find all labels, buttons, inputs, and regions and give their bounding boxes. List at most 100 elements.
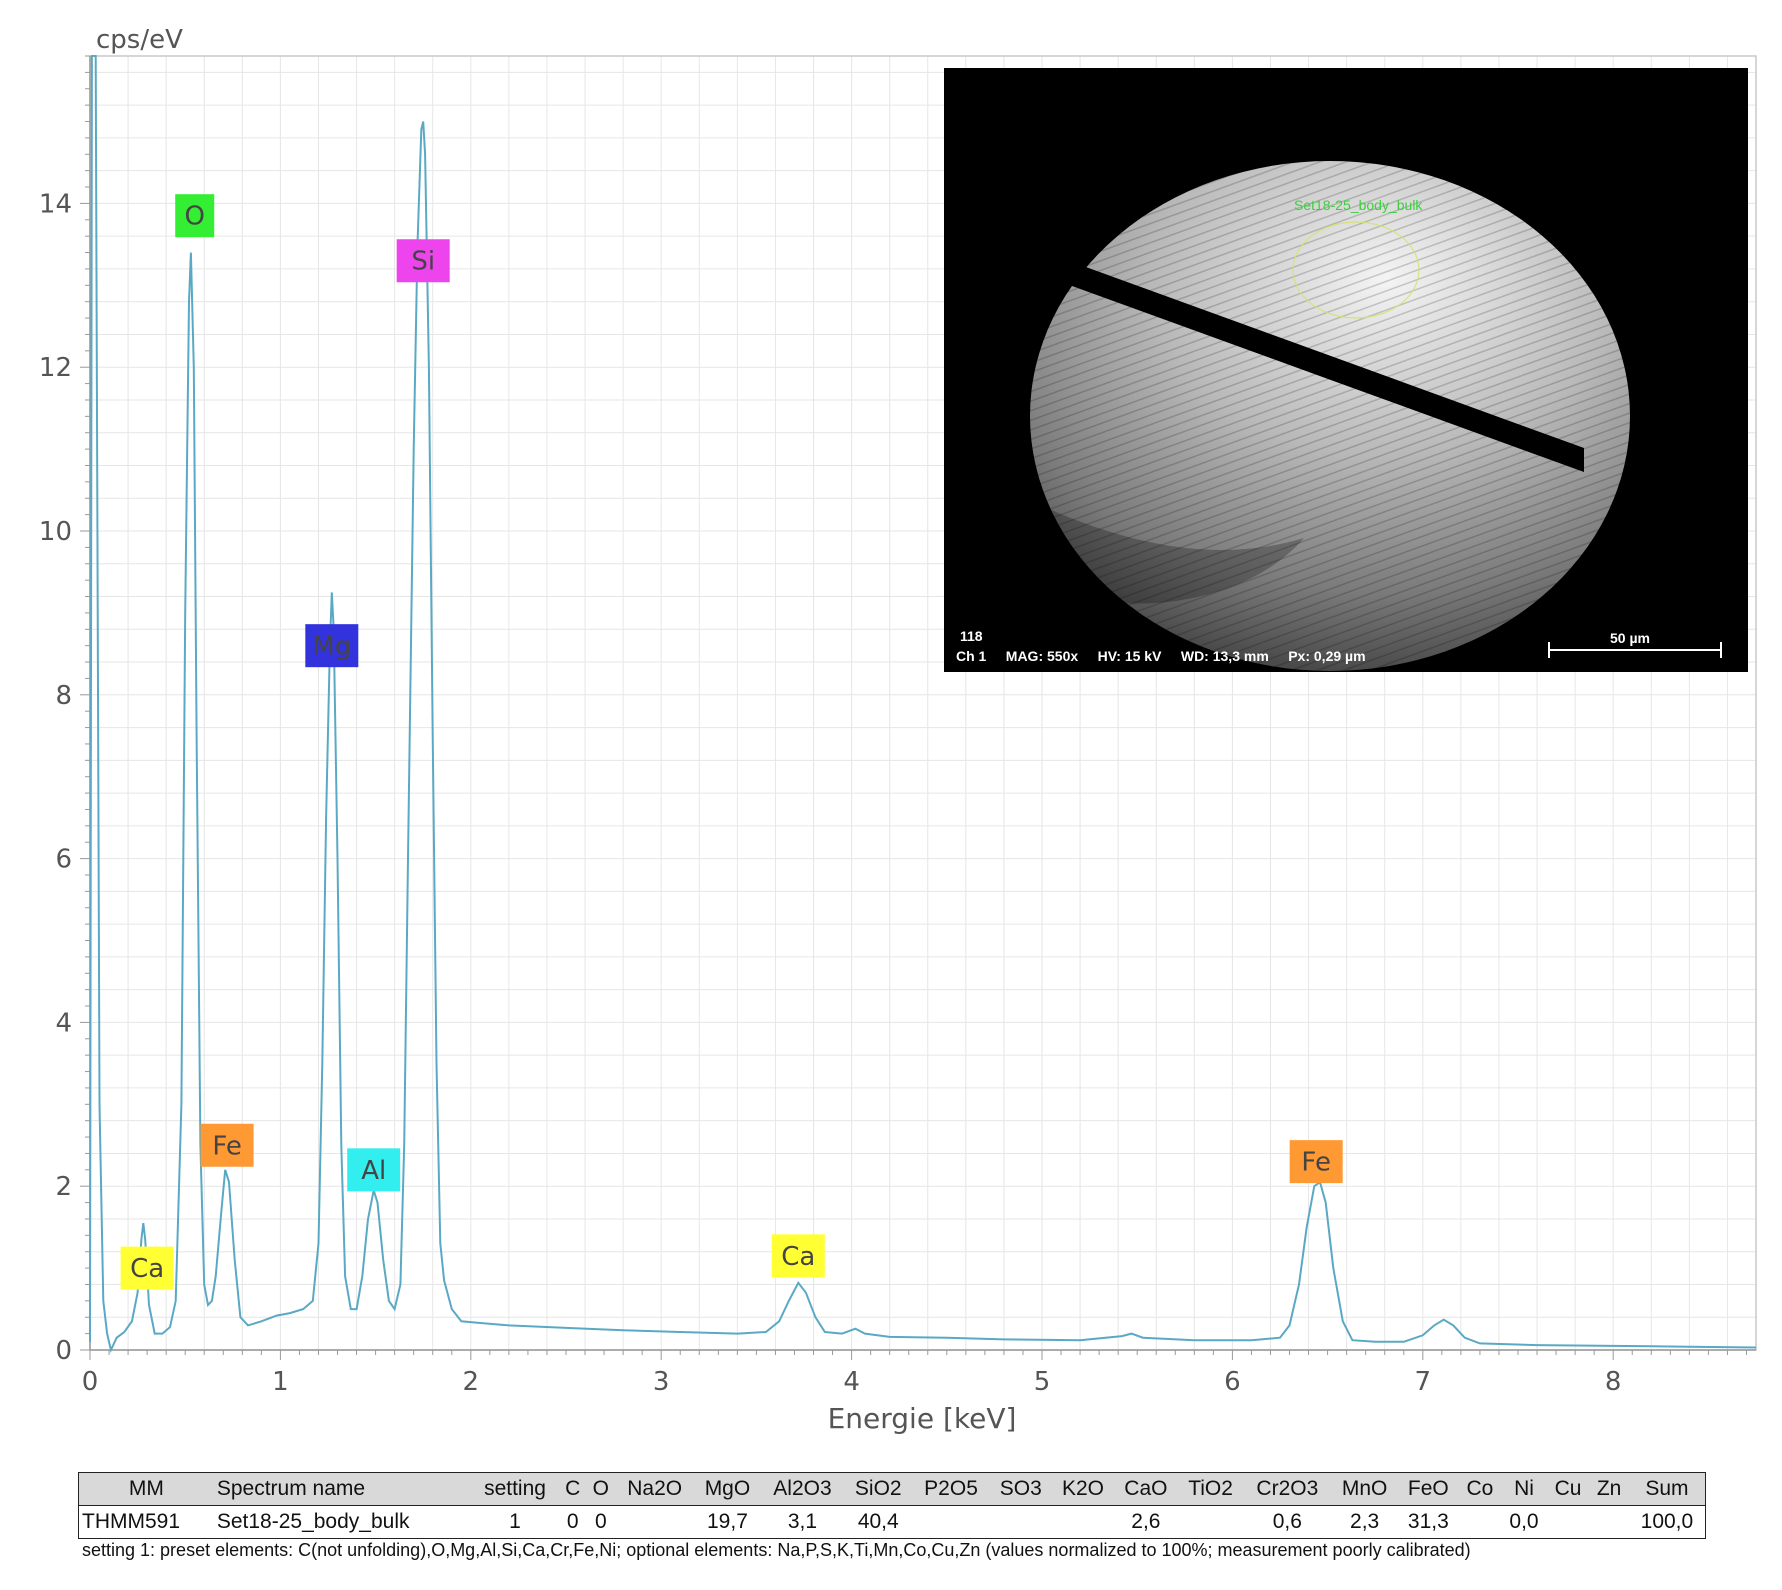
y-tick-label: 12: [39, 353, 72, 383]
table-cell: [989, 1505, 1052, 1539]
table-header-cell: P2O5: [912, 1472, 990, 1506]
scalebar-label: 50 µm: [1610, 630, 1650, 646]
peak-label-text: Fe: [212, 1131, 242, 1161]
y-tick-label: 10: [39, 517, 72, 547]
roi-label: Set18-25_body_bulk: [1294, 197, 1423, 213]
table-header-cell: Na2O: [615, 1472, 695, 1506]
peak-label-box: [305, 624, 359, 668]
peak-label-text: Ca: [781, 1242, 815, 1272]
peak-label-si: Si: [396, 239, 450, 283]
table-cell: [1051, 1505, 1115, 1539]
table-header-cell: Co: [1458, 1472, 1502, 1506]
table-header-cell: O: [586, 1472, 616, 1506]
table-header-cell: C: [558, 1472, 587, 1506]
table-header-cell: SiO2: [844, 1472, 913, 1506]
peak-label-o: O: [175, 194, 215, 238]
table-cell: 2,3: [1331, 1505, 1398, 1539]
sample-body: [1030, 161, 1630, 671]
table-cell: [1458, 1505, 1502, 1539]
peak-label-ca: Ca: [771, 1234, 825, 1278]
peak-label-text: O: [184, 202, 204, 232]
table-header-cell: FeO: [1397, 1472, 1459, 1506]
sem-info-line1: 118: [960, 628, 983, 644]
table-cell: [1546, 1505, 1590, 1539]
peak-label-text: Al: [361, 1156, 386, 1186]
table-cell: 2,6: [1114, 1505, 1178, 1539]
table-cell: 40,4: [844, 1505, 913, 1539]
sem-micrograph: Set18-25_body_bulk: [1030, 161, 1722, 671]
peak-label-fe: Fe: [200, 1123, 254, 1167]
composition-table: MM Spectrum name setting C O Na2O MgO Al2O3 SiO2…: [78, 1472, 1706, 1539]
y-tick-label: 14: [39, 189, 72, 219]
peak-label-al: Al: [347, 1148, 401, 1192]
table-header-cell: Ni: [1501, 1472, 1547, 1506]
table-header-cell: Cu: [1546, 1472, 1590, 1506]
peak-label-box: [175, 194, 215, 238]
peak-label-box: [120, 1246, 174, 1290]
x-axis-label: Energie [keV]: [828, 1402, 1017, 1435]
table-header-cell: Cr2O3: [1243, 1472, 1332, 1506]
table-body: THMM591 Set18-25_body_bulk 1 0 0 19,7 3,1 40,4 2…: [78, 1505, 1706, 1539]
peak-labels: Ca O Fe Mg Al Si Ca Fe: [120, 194, 1343, 1290]
peak-label-box: [200, 1123, 254, 1167]
x-tick-label: 1: [272, 1367, 289, 1397]
table-cell: 3,1: [760, 1505, 845, 1539]
spectrum-line: [89, 55, 1757, 1354]
x-tick-label: 2: [463, 1367, 480, 1397]
sem-image: Set18-25_body_bulk 118 Ch 1 MAG: 550x HV…: [944, 68, 1748, 672]
peak-label-ca: Ca: [120, 1246, 174, 1290]
y-tick-label: 0: [55, 1336, 72, 1366]
roi-ellipse: [1292, 221, 1420, 319]
x-tick-label: 4: [843, 1367, 860, 1397]
table-cell: [1589, 1505, 1629, 1539]
table-header-cell: MnO: [1331, 1472, 1398, 1506]
x-tick-label: 8: [1605, 1367, 1622, 1397]
composition-table-wrapper: MM Spectrum name setting C O Na2O MgO Al2O3 SiO2…: [78, 1472, 1706, 1539]
table-cell: 0,6: [1243, 1505, 1332, 1539]
table-header-cell: MM: [78, 1472, 214, 1506]
table-header-cell: SO3: [989, 1472, 1052, 1506]
table-cell: [615, 1505, 695, 1539]
peak-label-box: [1289, 1140, 1343, 1184]
table-header-row: MM Spectrum name setting C O Na2O MgO Al2O3 SiO2…: [78, 1472, 1706, 1506]
table-cell: 0,0: [1501, 1505, 1547, 1539]
x-tick-label: 0: [82, 1367, 99, 1397]
peak-label-text: Ca: [130, 1254, 164, 1284]
peak-label-box: [396, 239, 450, 283]
table-header-cell: Spectrum name: [213, 1472, 472, 1506]
table-header-cell: Al2O3: [760, 1472, 845, 1506]
x-tick-label: 6: [1224, 1367, 1241, 1397]
y-tick-label: 2: [55, 1172, 72, 1202]
peak-label-box: [771, 1234, 825, 1278]
peak-label-text: Si: [411, 247, 435, 277]
table-cell: 31,3: [1397, 1505, 1459, 1539]
table-footnote: setting 1: preset elements: C(not unfold…: [82, 1540, 1471, 1560]
peak-label-box: [347, 1148, 401, 1192]
table-header-cell: setting: [471, 1472, 559, 1506]
table-header-cell: CaO: [1114, 1472, 1178, 1506]
table-cell: 19,7: [694, 1505, 761, 1539]
table-cell: [1177, 1505, 1244, 1539]
y-tick-label: 8: [55, 681, 72, 711]
table-header-cell: Sum: [1628, 1472, 1706, 1506]
table-cell: 100,0: [1628, 1505, 1706, 1539]
table-header-cell: TiO2: [1177, 1472, 1244, 1506]
x-tick-label: 5: [1034, 1367, 1051, 1397]
crack-band: [1039, 250, 1584, 472]
table-cell: Set18-25_body_bulk: [213, 1505, 472, 1539]
table-cell: [912, 1505, 990, 1539]
peak-label-mg: Mg: [305, 624, 359, 668]
x-tick-label: 7: [1415, 1367, 1432, 1397]
sem-info-line2: Ch 1 MAG: 550x HV: 15 kV WD: 13,3 mm Px:…: [956, 648, 1366, 664]
table-cell: THMM591: [78, 1505, 214, 1539]
table-header-cell: Zn: [1589, 1472, 1629, 1506]
y-axis-label: cps/eV: [96, 25, 183, 55]
x-tick-label: 3: [653, 1367, 670, 1397]
y-tick-label: 4: [55, 1008, 72, 1038]
peak-label-text: Mg: [312, 632, 351, 662]
table-cell: 1: [471, 1505, 559, 1539]
y-tick-label: 6: [55, 845, 72, 875]
table-header-cell: MgO: [694, 1472, 761, 1506]
